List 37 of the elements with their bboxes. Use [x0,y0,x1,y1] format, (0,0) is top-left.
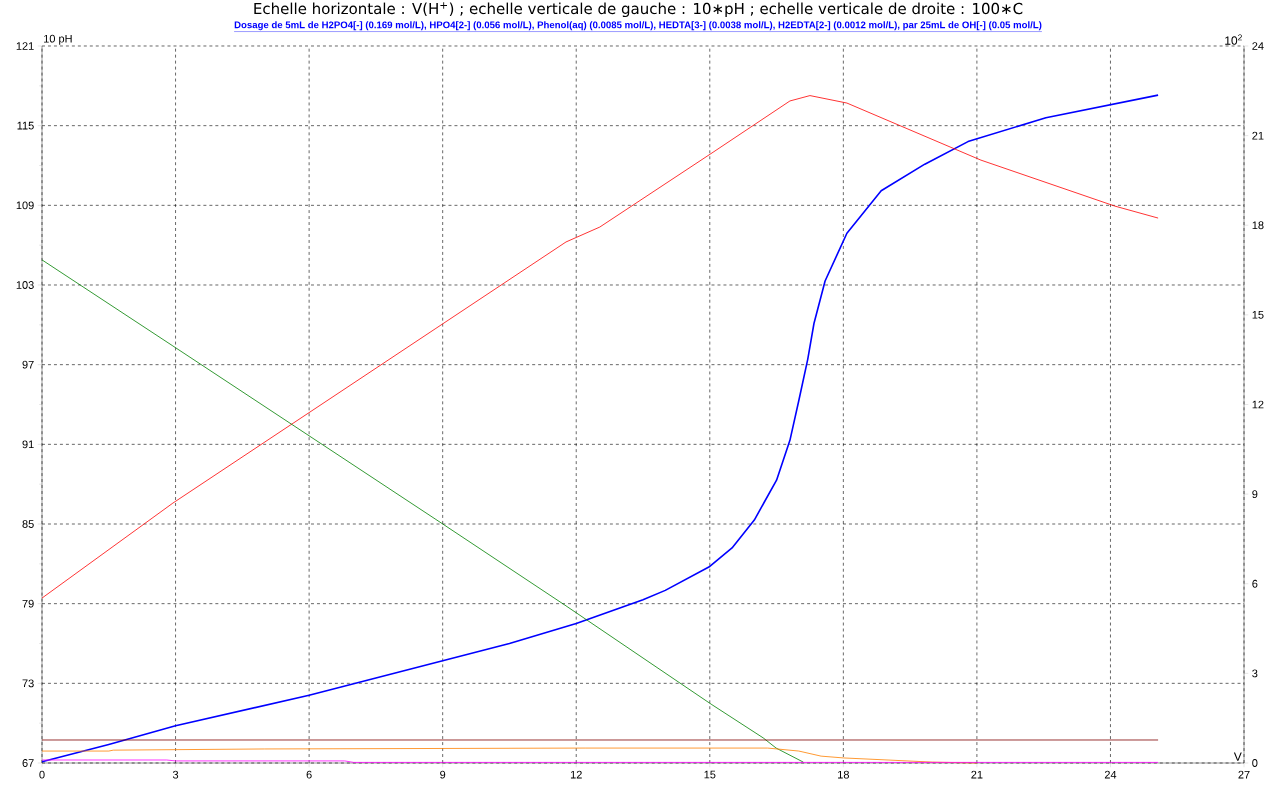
y-tick-label: 85 [22,520,34,528]
y2-tick-label: 21 [1252,131,1264,140]
y-tick-label: 109 [16,201,34,210]
y2-tick-label: 24 [1252,42,1264,50]
y-tick-label: 97 [22,360,34,369]
x-tick-label: 15 [704,770,716,779]
y2-tick-label: 12 [1252,400,1264,409]
y2-tick-label: 3 [1252,669,1258,678]
line-series [41,94,1159,763]
y2-axis-title: 10$^{2}$ [1225,34,1242,45]
x-tick-label: 27 [1238,770,1250,779]
y-tick-label: 79 [22,599,34,608]
x-tick-label: 21 [971,770,983,779]
y-tick-label: 115 [17,121,34,130]
x-tick-label: 0 [39,770,45,779]
line-series [41,95,1159,599]
x-axis-title: V [1233,752,1242,761]
x-tick-label: 12 [570,770,582,779]
y-tick-label: 121 [16,42,34,50]
x-tick-label: 3 [172,770,179,779]
y-tick-label: 67 [22,759,34,767]
y-axis-title: 10 pH [44,34,72,45]
y-tick-label: 73 [22,679,34,688]
x-tick-label: 9 [440,770,446,779]
y-tick-label: 91 [22,440,34,449]
y2-tick-label: 9 [1252,490,1258,499]
y2-tick-label: 18 [1252,221,1264,230]
y2-tick-label: 15 [1252,311,1264,319]
y2-tick-label: 6 [1252,579,1258,588]
y-tick-label: 103 [16,281,34,289]
x-tick-label: 6 [306,770,312,779]
x-tick-label: 18 [838,770,849,779]
chart-subtitle: Dosage de 5mL de H2PO4[-] (0.169 mol/L), HPO4[2-] (0.056 mol/L), Phenol(aq) (0.0085 mol/L), HEDTA[3-] (0.0038 mol/L), H2EDTA[2-] (0.0012 mol/L), par 25mL de OH[-] (0.05 mol/L) [234,21,1042,31]
x-tick-label: 24 [1104,770,1117,779]
chart-title: Echelle horizontale : V(H$^{+}$) ; echelle verticale de gauche : 10∗pH ; echelle verticale de droite : 100∗C [254,2,1023,18]
y2-tick-label: 0 [1252,759,1258,767]
line-series [41,259,804,763]
